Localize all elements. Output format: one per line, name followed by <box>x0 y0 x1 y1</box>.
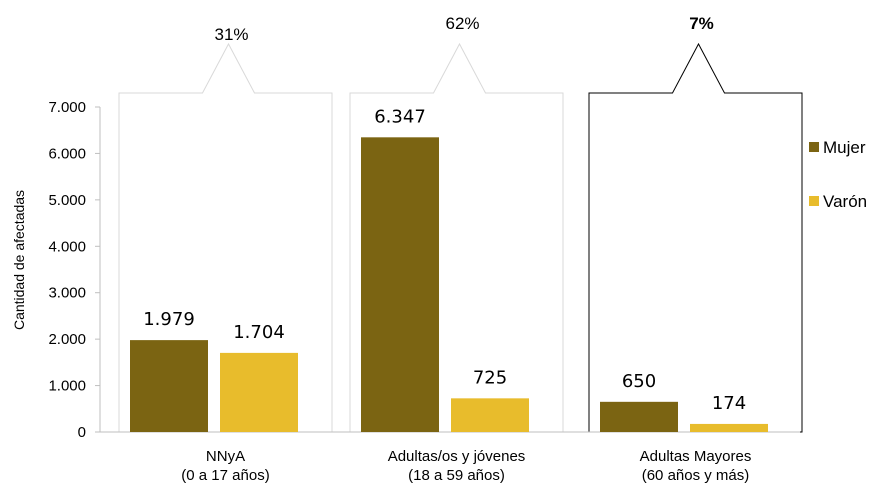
bar-varón <box>451 398 529 432</box>
y-tick-label: 3.000 <box>48 285 86 302</box>
legend: Mujer Varón <box>809 138 867 211</box>
y-axis-label: Cantidad de afectadas <box>11 190 27 330</box>
share-label: 31% <box>214 25 248 44</box>
data-label: 650 <box>622 371 656 392</box>
bar-mujer <box>130 340 208 432</box>
bar-mujer <box>600 401 678 432</box>
y-tick-label: 4.000 <box>48 238 86 255</box>
legend-label: Varón <box>823 192 867 211</box>
category-label-line2: (60 años y más) <box>642 467 750 484</box>
y-tick-label: 7.000 <box>48 99 86 116</box>
y-tick-label: 5.000 <box>48 192 86 209</box>
y-tick-label: 2.000 <box>48 331 86 348</box>
data-label: 174 <box>712 393 746 414</box>
category-label-line1: Adultas Mayores <box>640 448 752 465</box>
legend-swatch <box>809 142 819 152</box>
category-label-line1: NNyA <box>206 448 245 465</box>
y-tick-label: 1.000 <box>48 378 86 395</box>
category-label-line2: (18 a 59 años) <box>408 467 505 484</box>
value-labels: 1.979 1.704 6.347 725 650 174 <box>143 106 746 414</box>
legend-label: Mujer <box>823 138 866 157</box>
bars <box>130 137 768 432</box>
category-labels: NNyA (0 a 17 años) Adultas/os y jóvenes (18… <box>181 448 751 484</box>
share-label: 62% <box>445 14 479 33</box>
data-label: 725 <box>473 367 507 388</box>
category-label-line1: Adultas/os y jóvenes <box>388 448 526 465</box>
data-label: 1.704 <box>233 322 285 343</box>
y-axis <box>99 107 800 433</box>
y-tick-label: 6.000 <box>48 145 86 162</box>
bar-mujer <box>361 137 439 432</box>
y-ticks: 0 1.000 2.000 3.000 4.000 5.000 6.000 7.000 <box>48 99 100 441</box>
legend-swatch <box>809 196 819 206</box>
bar-varón <box>690 423 768 432</box>
data-label: 1.979 <box>143 309 195 330</box>
bar-varón <box>220 352 298 432</box>
data-label: 6.347 <box>374 106 426 127</box>
y-tick-label: 0 <box>78 424 86 441</box>
share-label: 7% <box>689 14 714 33</box>
category-label-line2: (0 a 17 años) <box>181 467 269 484</box>
